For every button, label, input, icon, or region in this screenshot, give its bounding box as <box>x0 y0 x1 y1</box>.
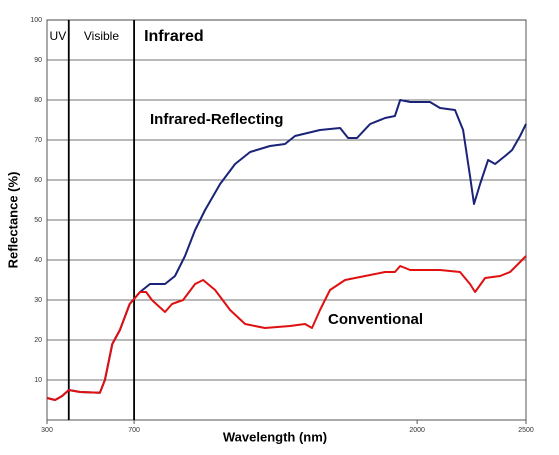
y-tick-label: 10 <box>34 377 42 384</box>
y-tick-label: 80 <box>34 97 42 104</box>
x-tick-label: 2500 <box>518 427 534 434</box>
y-tick-label: 50 <box>34 217 42 224</box>
series-label: Conventional <box>328 311 423 328</box>
region-label: Visible <box>84 29 119 43</box>
x-axis-title: Wavelength (nm) <box>223 429 327 444</box>
region-label: Infrared <box>144 28 204 45</box>
y-tick-label: 20 <box>34 337 42 344</box>
x-tick-label: 2000 <box>409 427 425 434</box>
series-line <box>46 255 527 401</box>
y-tick-label: 100 <box>30 17 42 24</box>
y-axis-title: Reflectance (%) <box>5 172 20 269</box>
y-tick-label: 70 <box>34 137 42 144</box>
y-tick-label: 40 <box>34 257 42 264</box>
x-tick-label: 300 <box>41 427 53 434</box>
region-label: UV <box>50 29 67 43</box>
y-tick-label: 90 <box>34 57 42 64</box>
y-tick-label: 60 <box>34 177 42 184</box>
y-tick-label: 30 <box>34 297 42 304</box>
x-tick-label: 700 <box>128 427 140 434</box>
series-label: Infrared-Reflecting <box>150 111 283 128</box>
